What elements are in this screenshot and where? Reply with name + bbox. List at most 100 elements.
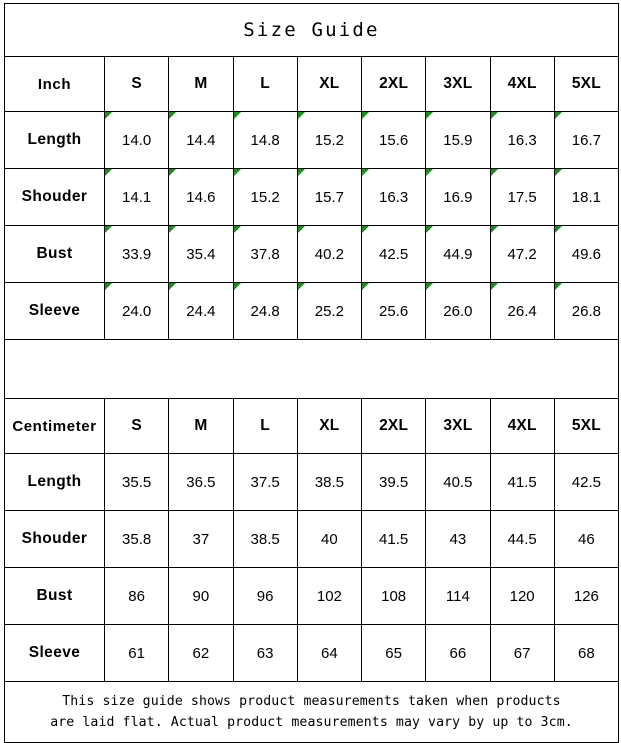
cm-column-header-2xl: 2XL <box>360 398 427 454</box>
inch-length-3xl: 15.9 <box>425 111 491 169</box>
inch-row-label-shoulder: Shouder <box>4 168 105 226</box>
inch-column-header-3xl: 3XL <box>425 56 491 112</box>
cm-row-label-sleeve: Sleeve <box>4 624 105 682</box>
inch-column-header-5xl: 5XL <box>553 56 620 112</box>
inch-bust-l: 37.8 <box>232 225 298 283</box>
inch-sleeve-xl: 25.2 <box>296 282 363 340</box>
inch-column-header-2xl: 2XL <box>360 56 427 112</box>
inch-sleeve-5xl: 26.8 <box>553 282 620 340</box>
cm-length-2xl: 39.5 <box>360 453 427 511</box>
centimeter-unit-label: Centimeter <box>4 398 105 454</box>
inch-bust-3xl: 44.9 <box>425 225 491 283</box>
cm-sleeve-xl: 64 <box>296 624 363 682</box>
blank-separator-cell <box>4 339 619 399</box>
inch-sleeve-4xl: 26.4 <box>489 282 555 340</box>
footer-row: This size guide shows product measuremen… <box>4 681 619 743</box>
cm-column-header-3xl: 3XL <box>425 398 491 454</box>
cm-length-3xl: 40.5 <box>425 453 491 511</box>
inch-column-header-4xl: 4XL <box>489 56 555 112</box>
inch-length-2xl: 15.6 <box>360 111 427 169</box>
inch-column-header-m: M <box>168 56 234 112</box>
inch-length-5xl: 16.7 <box>553 111 620 169</box>
footer-note-line-1: This size guide shows product measuremen… <box>62 694 561 709</box>
inch-header-row: Inch S M L XL 2XL 3XL 4XL 5XL <box>4 56 620 112</box>
cm-column-header-xl: XL <box>296 398 363 454</box>
inch-length-xl: 15.2 <box>296 111 363 169</box>
cm-shoulder-4xl: 44.5 <box>489 510 555 568</box>
inch-unit-label: Inch <box>4 56 105 112</box>
inch-bust-xl: 40.2 <box>296 225 363 283</box>
table-row: Bust 86 90 96 102 108 114 120 126 <box>4 567 620 625</box>
inch-shoulder-5xl: 18.1 <box>553 168 620 226</box>
cm-bust-s: 86 <box>103 567 170 625</box>
cm-bust-4xl: 120 <box>489 567 555 625</box>
cm-bust-m: 90 <box>168 567 234 625</box>
inch-sleeve-l: 24.8 <box>232 282 298 340</box>
footer-note-line-2: are laid flat. Actual product measuremen… <box>50 715 573 730</box>
cm-row-label-bust: Bust <box>4 567 105 625</box>
cm-shoulder-m: 37 <box>168 510 234 568</box>
cm-column-header-m: M <box>168 398 234 454</box>
table-separator-row <box>4 339 619 399</box>
inch-sleeve-s: 24.0 <box>103 282 170 340</box>
cm-sleeve-4xl: 67 <box>489 624 555 682</box>
cm-column-header-l: L <box>232 398 298 454</box>
table-row: Length 14.0 14.4 14.8 15.2 15.6 15.9 16.… <box>4 111 620 169</box>
inch-sleeve-2xl: 25.6 <box>360 282 427 340</box>
cm-shoulder-l: 38.5 <box>232 510 298 568</box>
cm-sleeve-2xl: 65 <box>360 624 427 682</box>
cm-shoulder-5xl: 46 <box>553 510 620 568</box>
footer-note: This size guide shows product measuremen… <box>4 681 619 743</box>
inch-sleeve-m: 24.4 <box>168 282 234 340</box>
inch-shoulder-3xl: 16.9 <box>425 168 491 226</box>
cm-bust-5xl: 126 <box>553 567 620 625</box>
inch-bust-4xl: 47.2 <box>489 225 555 283</box>
inch-shoulder-m: 14.6 <box>168 168 234 226</box>
cm-length-l: 37.5 <box>232 453 298 511</box>
inch-row-label-bust: Bust <box>4 225 105 283</box>
table-row: Sleeve 61 62 63 64 65 66 67 68 <box>4 624 620 682</box>
inch-row-label-sleeve: Sleeve <box>4 282 105 340</box>
inch-length-s: 14.0 <box>103 111 170 169</box>
cm-length-m: 36.5 <box>168 453 234 511</box>
inch-bust-2xl: 42.5 <box>360 225 427 283</box>
cm-bust-2xl: 108 <box>360 567 427 625</box>
inch-shoulder-l: 15.2 <box>232 168 298 226</box>
cm-sleeve-5xl: 68 <box>553 624 620 682</box>
cm-sleeve-m: 62 <box>168 624 234 682</box>
cm-shoulder-2xl: 41.5 <box>360 510 427 568</box>
cm-bust-xl: 102 <box>296 567 363 625</box>
cm-sleeve-s: 61 <box>103 624 170 682</box>
inch-length-4xl: 16.3 <box>489 111 555 169</box>
inch-column-header-xl: XL <box>296 56 363 112</box>
cm-column-header-s: S <box>103 398 170 454</box>
centimeter-header-row: Centimeter S M L XL 2XL 3XL 4XL 5XL <box>4 398 620 454</box>
inch-length-l: 14.8 <box>232 111 298 169</box>
inch-shoulder-s: 14.1 <box>103 168 170 226</box>
inch-shoulder-4xl: 17.5 <box>489 168 555 226</box>
inch-column-header-s: S <box>103 56 170 112</box>
inch-row-label-length: Length <box>4 111 105 169</box>
cm-sleeve-l: 63 <box>232 624 298 682</box>
table-row: Length 35.5 36.5 37.5 38.5 39.5 40.5 41.… <box>4 453 620 511</box>
cm-length-s: 35.5 <box>103 453 170 511</box>
cm-row-label-shoulder: Shouder <box>4 510 105 568</box>
inch-bust-5xl: 49.6 <box>553 225 620 283</box>
cm-column-header-5xl: 5XL <box>553 398 620 454</box>
cm-bust-3xl: 114 <box>425 567 491 625</box>
inch-column-header-l: L <box>232 56 298 112</box>
inch-length-m: 14.4 <box>168 111 234 169</box>
cm-shoulder-xl: 40 <box>296 510 363 568</box>
inch-shoulder-xl: 15.7 <box>296 168 363 226</box>
table-row: Shouder 35.8 37 38.5 40 41.5 43 44.5 46 <box>4 510 620 568</box>
cm-length-xl: 38.5 <box>296 453 363 511</box>
table-row: Bust 33.9 35.4 37.8 40.2 42.5 44.9 47.2 … <box>4 225 620 283</box>
inch-shoulder-2xl: 16.3 <box>360 168 427 226</box>
cm-row-label-length: Length <box>4 453 105 511</box>
inch-bust-s: 33.9 <box>103 225 170 283</box>
table-row: Sleeve 24.0 24.4 24.8 25.2 25.6 26.0 26.… <box>4 282 620 340</box>
title-row: Size Guide <box>4 3 619 57</box>
cm-shoulder-s: 35.8 <box>103 510 170 568</box>
page-title: Size Guide <box>4 3 619 57</box>
